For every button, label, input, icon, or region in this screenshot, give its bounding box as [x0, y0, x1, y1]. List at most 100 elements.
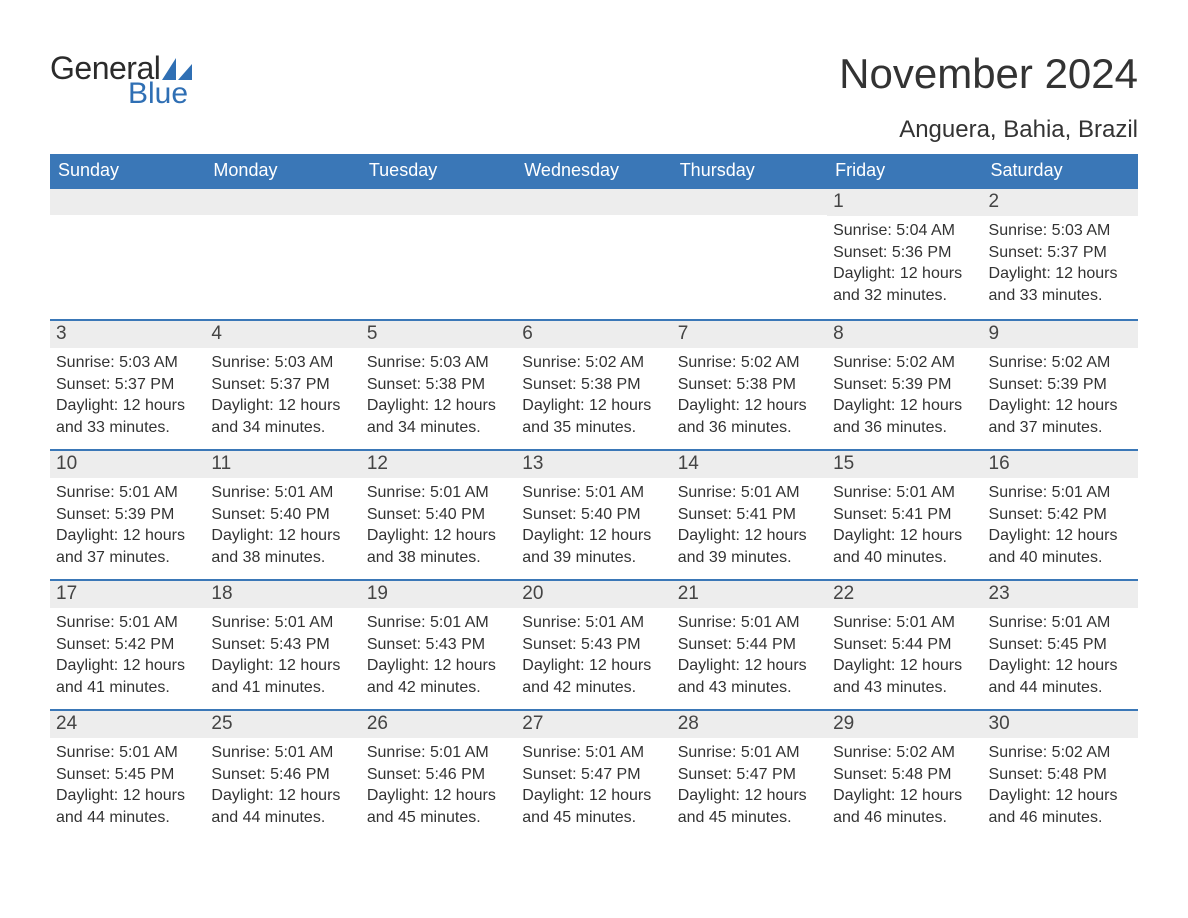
daylight-line: Daylight: 12 hours and 43 minutes.: [833, 655, 976, 698]
day-body: Sunrise: 5:02 AMSunset: 5:38 PMDaylight:…: [516, 348, 671, 448]
day-cell: 18Sunrise: 5:01 AMSunset: 5:43 PMDayligh…: [205, 581, 360, 709]
sunset-line: Sunset: 5:37 PM: [56, 374, 199, 396]
sunset-line: Sunset: 5:48 PM: [833, 764, 976, 786]
sunrise-value: 5:01 AM: [741, 614, 800, 631]
sunrise-line: Sunrise: 5:01 AM: [367, 482, 510, 504]
sunrise-value: 5:02 AM: [1052, 354, 1111, 371]
sunset-value: 5:37 PM: [1047, 244, 1107, 261]
day-number: 13: [516, 451, 671, 478]
daylight-label: Daylight:: [367, 787, 434, 804]
day-body: Sunrise: 5:01 AMSunset: 5:47 PMDaylight:…: [672, 738, 827, 838]
sunrise-label: Sunrise:: [833, 614, 896, 631]
day-body: Sunrise: 5:01 AMSunset: 5:41 PMDaylight:…: [827, 478, 982, 578]
day-number: 14: [672, 451, 827, 478]
daylight-label: Daylight:: [989, 657, 1056, 674]
day-number: 3: [50, 321, 205, 348]
day-number: 10: [50, 451, 205, 478]
sunset-label: Sunset:: [678, 766, 737, 783]
daylight-line: Daylight: 12 hours and 43 minutes.: [678, 655, 821, 698]
day-body: Sunrise: 5:01 AMSunset: 5:40 PMDaylight:…: [361, 478, 516, 578]
day-number: 24: [50, 711, 205, 738]
sunset-value: 5:44 PM: [736, 636, 796, 653]
day-cell: 28Sunrise: 5:01 AMSunset: 5:47 PMDayligh…: [672, 711, 827, 839]
day-cell: [672, 189, 827, 319]
sunrise-label: Sunrise:: [989, 484, 1052, 501]
day-body: Sunrise: 5:01 AMSunset: 5:40 PMDaylight:…: [516, 478, 671, 578]
day-body: Sunrise: 5:01 AMSunset: 5:45 PMDaylight:…: [50, 738, 205, 838]
daylight-label: Daylight:: [678, 657, 745, 674]
sunrise-line: Sunrise: 5:01 AM: [989, 482, 1132, 504]
sunrise-label: Sunrise:: [522, 744, 585, 761]
day-cell: 22Sunrise: 5:01 AMSunset: 5:44 PMDayligh…: [827, 581, 982, 709]
sunset-label: Sunset:: [678, 636, 737, 653]
sunrise-value: 5:01 AM: [1052, 484, 1111, 501]
daylight-label: Daylight:: [522, 657, 589, 674]
sunrise-label: Sunrise:: [367, 614, 430, 631]
daylight-label: Daylight:: [211, 397, 278, 414]
daylight-line: Daylight: 12 hours and 39 minutes.: [678, 525, 821, 568]
sunset-line: Sunset: 5:43 PM: [211, 634, 354, 656]
sunrise-value: 5:02 AM: [585, 354, 644, 371]
sunset-line: Sunset: 5:40 PM: [211, 504, 354, 526]
sunset-value: 5:48 PM: [892, 766, 952, 783]
daylight-line: Daylight: 12 hours and 33 minutes.: [989, 263, 1132, 306]
day-body: Sunrise: 5:01 AMSunset: 5:47 PMDaylight:…: [516, 738, 671, 838]
sunset-label: Sunset:: [211, 766, 270, 783]
sunset-label: Sunset:: [211, 376, 270, 393]
day-number: 4: [205, 321, 360, 348]
day-cell: 7Sunrise: 5:02 AMSunset: 5:38 PMDaylight…: [672, 321, 827, 449]
daylight-label: Daylight:: [833, 787, 900, 804]
day-number: 1: [827, 189, 982, 216]
sunset-value: 5:45 PM: [115, 766, 175, 783]
sunset-label: Sunset:: [833, 506, 892, 523]
sunrise-line: Sunrise: 5:02 AM: [989, 352, 1132, 374]
day-body: Sunrise: 5:01 AMSunset: 5:46 PMDaylight:…: [205, 738, 360, 838]
day-number: [50, 189, 205, 215]
daylight-line: Daylight: 12 hours and 39 minutes.: [522, 525, 665, 568]
sunrise-line: Sunrise: 5:01 AM: [211, 742, 354, 764]
sunrise-line: Sunrise: 5:01 AM: [833, 482, 976, 504]
sunrise-line: Sunrise: 5:03 AM: [56, 352, 199, 374]
sunset-label: Sunset:: [833, 766, 892, 783]
day-cell: 3Sunrise: 5:03 AMSunset: 5:37 PMDaylight…: [50, 321, 205, 449]
sunrise-value: 5:03 AM: [430, 354, 489, 371]
sunrise-label: Sunrise:: [833, 354, 896, 371]
sunrise-label: Sunrise:: [367, 484, 430, 501]
daylight-label: Daylight:: [211, 787, 278, 804]
sunrise-line: Sunrise: 5:01 AM: [989, 612, 1132, 634]
day-cell: 12Sunrise: 5:01 AMSunset: 5:40 PMDayligh…: [361, 451, 516, 579]
sunrise-label: Sunrise:: [678, 484, 741, 501]
sunrise-label: Sunrise:: [833, 484, 896, 501]
day-body: Sunrise: 5:03 AMSunset: 5:37 PMDaylight:…: [983, 216, 1138, 316]
sunrise-label: Sunrise:: [367, 354, 430, 371]
day-cell: 24Sunrise: 5:01 AMSunset: 5:45 PMDayligh…: [50, 711, 205, 839]
sunrise-label: Sunrise:: [56, 484, 119, 501]
day-body: Sunrise: 5:01 AMSunset: 5:45 PMDaylight:…: [983, 608, 1138, 708]
sunrise-line: Sunrise: 5:03 AM: [989, 220, 1132, 242]
day-number: [672, 189, 827, 215]
day-number: 25: [205, 711, 360, 738]
sunrise-line: Sunrise: 5:01 AM: [678, 612, 821, 634]
day-body: Sunrise: 5:01 AMSunset: 5:43 PMDaylight:…: [205, 608, 360, 708]
day-cell: [205, 189, 360, 319]
day-number: [205, 189, 360, 215]
sunset-line: Sunset: 5:41 PM: [833, 504, 976, 526]
daylight-label: Daylight:: [833, 657, 900, 674]
weekday-header: Monday: [205, 154, 360, 189]
sunrise-value: 5:02 AM: [896, 744, 955, 761]
sunset-label: Sunset:: [211, 636, 270, 653]
sunset-value: 5:36 PM: [892, 244, 952, 261]
sunrise-line: Sunrise: 5:01 AM: [678, 482, 821, 504]
day-number: 16: [983, 451, 1138, 478]
sunset-value: 5:38 PM: [581, 376, 641, 393]
sunrise-label: Sunrise:: [989, 354, 1052, 371]
sunset-label: Sunset:: [989, 766, 1048, 783]
day-body: Sunrise: 5:04 AMSunset: 5:36 PMDaylight:…: [827, 216, 982, 316]
sunset-label: Sunset:: [367, 766, 426, 783]
week-row: 10Sunrise: 5:01 AMSunset: 5:39 PMDayligh…: [50, 449, 1138, 579]
sunrise-line: Sunrise: 5:02 AM: [989, 742, 1132, 764]
daylight-label: Daylight:: [833, 527, 900, 544]
day-body: Sunrise: 5:02 AMSunset: 5:48 PMDaylight:…: [827, 738, 982, 838]
daylight-label: Daylight:: [56, 527, 123, 544]
sunset-value: 5:48 PM: [1047, 766, 1107, 783]
